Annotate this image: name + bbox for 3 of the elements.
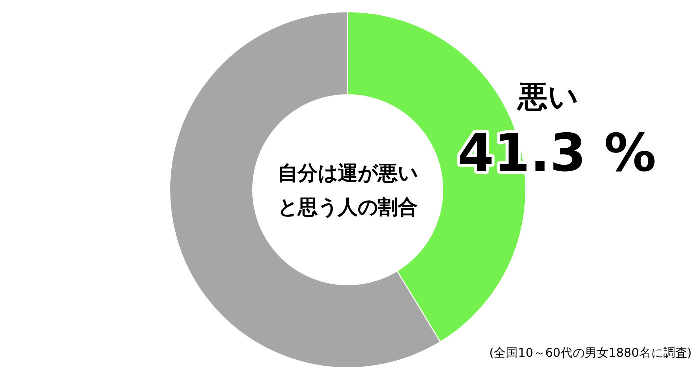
text: 自分は運が悪いと思う人の割合 [278,161,418,219]
slice-label: 悪い [517,80,579,115]
text: (全国10～60代の男女1880名に調査) [490,346,692,360]
